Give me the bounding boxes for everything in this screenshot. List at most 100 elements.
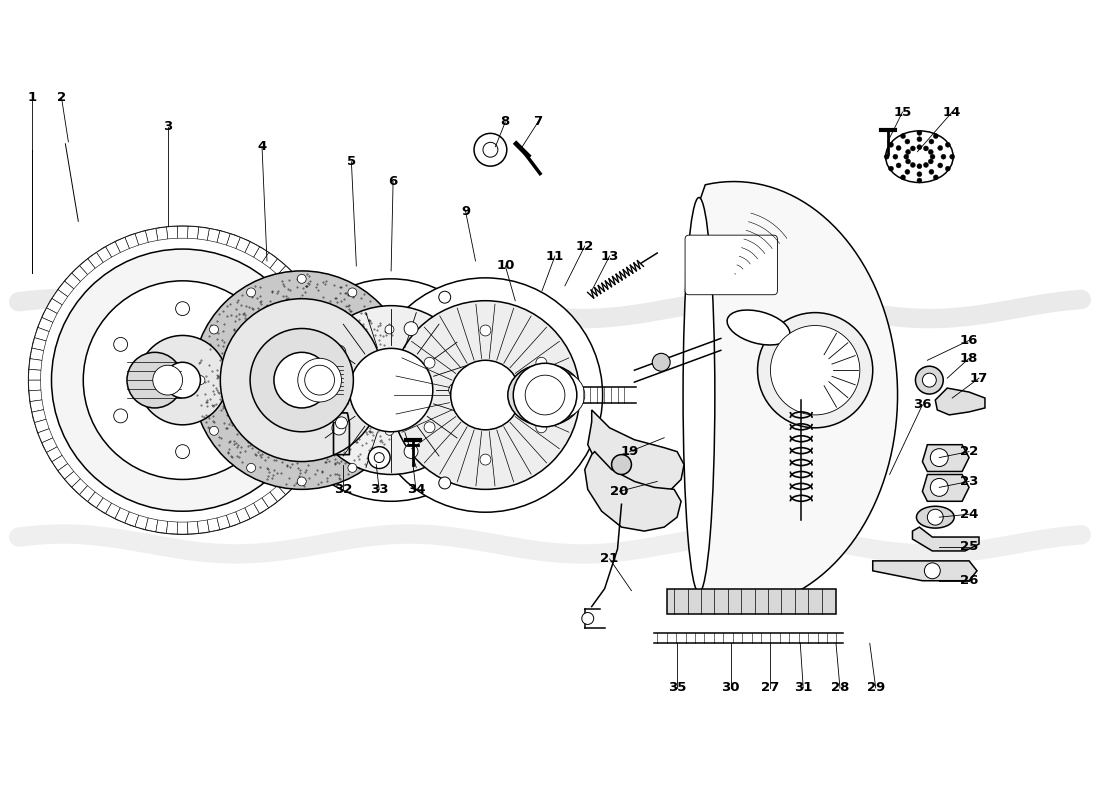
Polygon shape	[65, 471, 80, 487]
Circle shape	[297, 274, 306, 283]
Polygon shape	[302, 447, 319, 462]
Polygon shape	[52, 455, 68, 470]
Circle shape	[451, 360, 520, 430]
Circle shape	[385, 426, 394, 435]
Polygon shape	[166, 226, 177, 239]
Text: 3: 3	[163, 121, 173, 134]
Circle shape	[923, 373, 936, 387]
Circle shape	[138, 335, 228, 425]
Text: 7: 7	[534, 115, 542, 129]
Circle shape	[924, 146, 928, 151]
Polygon shape	[32, 338, 46, 350]
Polygon shape	[324, 380, 337, 391]
Text: 16: 16	[960, 334, 978, 347]
Polygon shape	[52, 290, 68, 305]
Polygon shape	[30, 400, 44, 412]
Circle shape	[928, 139, 934, 144]
Polygon shape	[262, 253, 277, 268]
Polygon shape	[166, 522, 177, 534]
Text: 5: 5	[346, 155, 356, 168]
Text: 21: 21	[601, 552, 618, 566]
Circle shape	[582, 613, 594, 625]
Circle shape	[220, 298, 383, 462]
Polygon shape	[872, 561, 977, 581]
Circle shape	[348, 288, 356, 297]
Circle shape	[126, 352, 183, 408]
FancyBboxPatch shape	[310, 407, 330, 418]
Circle shape	[209, 426, 219, 435]
Circle shape	[949, 154, 955, 159]
Polygon shape	[72, 478, 88, 494]
Text: 23: 23	[960, 475, 978, 488]
Circle shape	[113, 409, 128, 423]
Text: 2: 2	[57, 90, 66, 104]
Polygon shape	[227, 512, 240, 526]
Polygon shape	[245, 503, 260, 518]
Polygon shape	[30, 348, 44, 360]
Circle shape	[917, 164, 922, 169]
Circle shape	[917, 172, 922, 177]
Circle shape	[917, 145, 922, 150]
Circle shape	[901, 134, 905, 138]
Text: 15: 15	[893, 106, 912, 118]
Circle shape	[350, 348, 432, 432]
Polygon shape	[217, 230, 230, 245]
Circle shape	[905, 170, 910, 174]
Circle shape	[480, 454, 491, 465]
Polygon shape	[79, 486, 95, 502]
Circle shape	[246, 288, 255, 297]
Circle shape	[905, 150, 911, 154]
Polygon shape	[308, 438, 323, 453]
Circle shape	[398, 376, 407, 385]
Circle shape	[884, 154, 889, 159]
Polygon shape	[58, 281, 74, 297]
Ellipse shape	[508, 364, 582, 426]
Text: 27: 27	[761, 682, 780, 694]
Circle shape	[368, 278, 603, 512]
Polygon shape	[135, 230, 149, 245]
Polygon shape	[270, 486, 286, 502]
Text: 26: 26	[960, 574, 978, 587]
Circle shape	[250, 329, 353, 432]
Polygon shape	[319, 410, 333, 422]
Polygon shape	[321, 348, 336, 360]
Polygon shape	[116, 238, 130, 253]
Circle shape	[425, 358, 435, 368]
Circle shape	[911, 146, 915, 151]
Circle shape	[84, 281, 282, 479]
Circle shape	[52, 249, 314, 511]
Polygon shape	[297, 455, 313, 470]
Circle shape	[927, 510, 944, 525]
Circle shape	[525, 375, 565, 415]
Circle shape	[348, 463, 356, 472]
Text: 30: 30	[722, 682, 740, 694]
Circle shape	[332, 421, 345, 435]
Polygon shape	[262, 492, 277, 508]
Polygon shape	[913, 527, 979, 551]
Circle shape	[480, 325, 491, 336]
FancyBboxPatch shape	[273, 342, 293, 354]
Circle shape	[612, 454, 631, 474]
Circle shape	[940, 154, 946, 159]
Text: 28: 28	[830, 682, 849, 694]
Ellipse shape	[683, 198, 715, 593]
Polygon shape	[32, 410, 46, 422]
Polygon shape	[29, 380, 41, 391]
Circle shape	[238, 409, 252, 423]
Circle shape	[336, 417, 348, 429]
Circle shape	[305, 366, 334, 395]
Circle shape	[483, 142, 498, 157]
Polygon shape	[312, 429, 327, 442]
Text: 18: 18	[960, 352, 978, 365]
Polygon shape	[324, 370, 337, 380]
Text: 12: 12	[575, 239, 594, 253]
Polygon shape	[197, 227, 209, 240]
Circle shape	[917, 137, 922, 142]
Text: 1: 1	[28, 90, 36, 104]
Polygon shape	[698, 182, 898, 609]
FancyBboxPatch shape	[254, 374, 274, 386]
Ellipse shape	[727, 310, 790, 345]
Polygon shape	[156, 520, 167, 534]
Polygon shape	[668, 589, 836, 614]
Polygon shape	[197, 520, 209, 534]
